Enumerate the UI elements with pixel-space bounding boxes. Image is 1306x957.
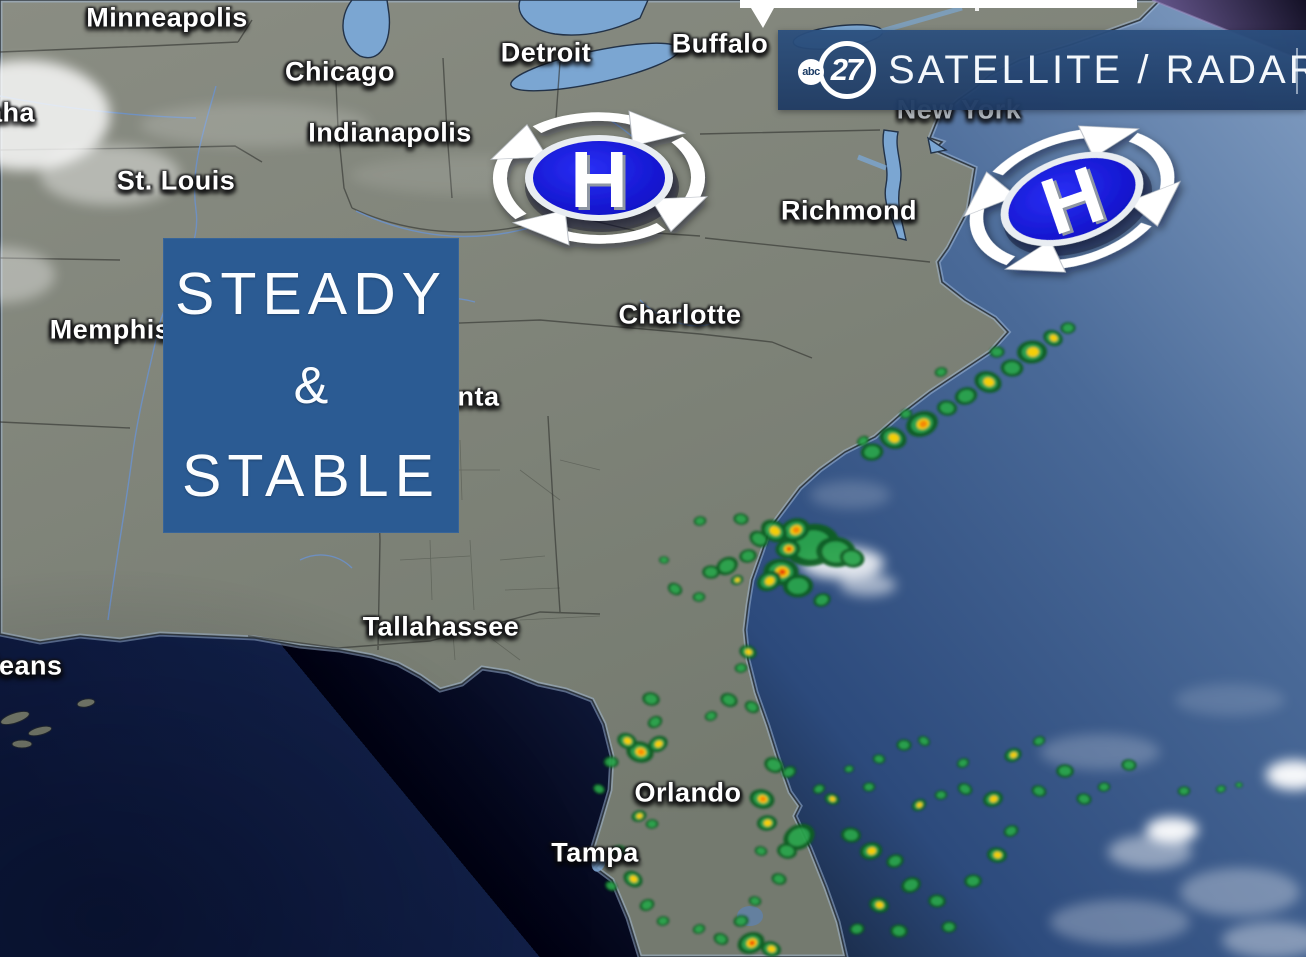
city-label-tallahassee: Tallahassee (362, 611, 520, 642)
city-label-detroit: Detroit (500, 37, 592, 68)
city-label-chicago: Chicago (284, 56, 396, 87)
logo-number: 27 (830, 52, 864, 87)
potomac (857, 154, 887, 171)
lake-erie (510, 42, 680, 92)
st-lawrence (877, 5, 963, 35)
banner-title: SATELLITE / RADAR (888, 47, 1306, 92)
callout-line-1: STEADY (174, 261, 448, 327)
city-label-charlotte: Charlotte (618, 299, 742, 330)
lake-huron (518, 0, 649, 36)
radar-precipitation (592, 322, 1243, 957)
high-pressure-symbol-1: H H (491, 111, 707, 245)
delaware-bay (926, 136, 948, 154)
top-tick (975, 0, 979, 11)
city-label-indianapolis: Indianapolis (308, 117, 472, 148)
high-pressure-symbol-2: H H (948, 101, 1196, 298)
callout-line-3: STABLE (182, 443, 440, 509)
chesapeake-bay (882, 129, 907, 241)
county-borders (399, 439, 601, 661)
forecast-callout-box: STEADY & STABLE (163, 238, 459, 533)
city-label-st-louis: St. Louis (116, 165, 236, 196)
logo-ring: 27 (818, 41, 876, 99)
high-pressure-letter: H (570, 135, 628, 224)
abc-badge: abc (798, 59, 824, 85)
banner-divider (1296, 48, 1298, 94)
city-label-new-orleans: New Orleans (0, 650, 63, 681)
city-label-buffalo: Buffalo (671, 28, 769, 59)
callout-line-2: & (293, 357, 329, 415)
high-pressure-letter-shadow: H (573, 138, 631, 227)
city-label-memphis: Memphis (49, 314, 171, 345)
station-logo: 27 abc (792, 38, 878, 102)
city-label-richmond: Richmond (781, 195, 917, 226)
city-label-minneapolis: Minneapolis (86, 2, 248, 33)
city-label-tampa: Tampa (551, 837, 639, 868)
title-banner: 27 abc SATELLITE / RADAR (778, 30, 1306, 110)
lake-michigan (342, 0, 391, 59)
city-label-orlando: Orlando (634, 777, 742, 808)
tampa-bay (591, 850, 607, 872)
city-label-omaha: Omaha (0, 97, 36, 128)
